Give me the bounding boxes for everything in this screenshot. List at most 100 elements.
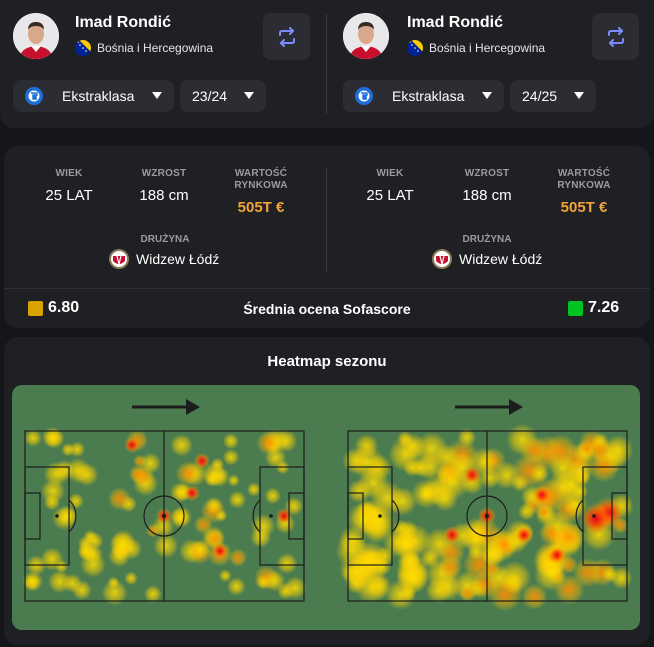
- heat-spot: [80, 551, 106, 578]
- team-name: Widzew Łódź: [136, 251, 220, 267]
- player-name[interactable]: Imad Rondić: [407, 14, 504, 31]
- heat-spot: [529, 463, 550, 484]
- pitch-lines-right: [347, 430, 628, 602]
- heat-spot: [396, 561, 430, 594]
- heat-spot: [22, 570, 44, 592]
- player-avatar[interactable]: [13, 13, 59, 59]
- swap-player-button[interactable]: [263, 13, 310, 60]
- heat-spot: [139, 452, 162, 474]
- heat-spot: [153, 533, 179, 559]
- rating-color-indicator: [568, 301, 583, 316]
- season-dropdown[interactable]: 24/25: [510, 80, 596, 112]
- player-right-panel: Imad Rondić Bośnia i Hercegowina: [327, 0, 654, 128]
- season-dropdown[interactable]: 23/24: [180, 80, 266, 112]
- heat-spot: [101, 579, 128, 606]
- heat-spot: [276, 552, 298, 575]
- league-dropdown[interactable]: Ekstraklasa: [13, 80, 174, 112]
- heat-spot: [210, 457, 225, 472]
- player-name[interactable]: Imad Rondić: [75, 14, 172, 31]
- team-label: DRUŻYNA: [462, 234, 512, 245]
- stat-label-line2: RYNKOWA: [557, 180, 611, 191]
- heat-spot: [256, 430, 281, 456]
- heat-spot: [388, 486, 417, 516]
- caret-down-icon: [482, 92, 492, 99]
- pitch-lines-left: [24, 430, 305, 602]
- player-country: Bośnia i Hercegowina: [75, 40, 213, 56]
- heat-spot: [222, 433, 240, 450]
- stat-value: 505T €: [560, 199, 608, 216]
- heat-spot: [392, 531, 421, 559]
- heat-spot: [566, 458, 593, 486]
- team-link[interactable]: Widzew Łódź: [431, 248, 542, 270]
- heat-spot: [227, 474, 240, 487]
- ekstraklasa-logo: [25, 87, 43, 105]
- rating-value-left: 6.80: [48, 299, 80, 316]
- heat-spot: [458, 584, 476, 602]
- heat-hotspot: [443, 526, 461, 544]
- heatmap-left: [22, 399, 307, 606]
- team-name: Widzew Łódź: [459, 251, 543, 267]
- bosnia-flag-icon: [75, 40, 91, 56]
- stat-value: 25 LAT: [366, 187, 414, 204]
- player-selection-card: Imad Rondić Bośnia i Hercegowina: [0, 0, 654, 128]
- stat-market-value-right: WARTOŚĆ RYNKOWA 505T €: [539, 168, 629, 216]
- heat-spot: [47, 570, 72, 594]
- heat-spot: [170, 433, 193, 457]
- player-avatar[interactable]: [343, 13, 389, 59]
- stat-label-line1: WARTOŚĆ: [557, 168, 611, 179]
- season-heatmap-card: Heatmap sezonu: [4, 337, 650, 645]
- heat-spot: [543, 434, 578, 468]
- stat-age-left: WIEK 25 LAT: [24, 168, 114, 204]
- rating-title: Średnia ocena Sofascore: [243, 301, 411, 317]
- rating-color-indicator: [28, 301, 43, 316]
- heat-spot: [175, 461, 201, 486]
- stat-market-value-left: WARTOŚĆ RYNKOWA 505T €: [216, 168, 306, 216]
- stat-value: 188 cm: [462, 187, 512, 204]
- caret-down-icon: [244, 92, 254, 99]
- heat-spot: [277, 582, 295, 600]
- widzew-crest: [432, 249, 452, 269]
- heatmap-title: Heatmap sezonu: [267, 353, 387, 370]
- heat-spot: [462, 526, 490, 553]
- heat-spot: [169, 505, 193, 529]
- league-label: Ekstraklasa: [62, 88, 135, 104]
- heat-spot: [77, 535, 94, 552]
- stat-label-line2: RYNKOWA: [234, 180, 288, 191]
- heat-spot: [246, 482, 261, 497]
- heat-spot: [553, 521, 584, 553]
- widzew-crest: [109, 249, 129, 269]
- heat-spot: [414, 431, 449, 466]
- heat-spot: [218, 569, 232, 583]
- heat-blobs-right: [335, 423, 634, 612]
- heat-hotspot: [515, 526, 533, 544]
- stat-value: 505T €: [237, 199, 285, 216]
- stat-value: 25 LAT: [45, 187, 93, 204]
- heat-hotspot: [533, 486, 551, 504]
- caret-down-icon: [574, 92, 584, 99]
- heat-spot: [534, 558, 567, 592]
- heat-spot: [143, 585, 162, 604]
- team-link[interactable]: Widzew Łódź: [108, 248, 219, 270]
- swap-player-button[interactable]: [592, 13, 639, 60]
- heat-spot: [108, 487, 132, 511]
- heat-spot: [228, 490, 247, 509]
- league-dropdown[interactable]: Ekstraklasa: [343, 80, 504, 112]
- team-label: DRUŻYNA: [140, 234, 190, 245]
- player-country: Bośnia i Hercegowina: [407, 40, 545, 56]
- stats-divider: [326, 168, 327, 272]
- stat-label: WIEK: [376, 168, 404, 179]
- average-rating-row: 6.80 Średnia ocena Sofascore 7.26: [4, 289, 650, 328]
- heat-spot: [44, 428, 65, 449]
- heat-spot: [107, 576, 120, 589]
- heat-hotspot: [212, 543, 228, 559]
- stat-value: 188 cm: [139, 187, 189, 204]
- heat-spot: [250, 513, 276, 539]
- heat-spot: [434, 464, 470, 500]
- bosnia-flag-icon: [407, 40, 423, 56]
- heat-spot: [482, 544, 506, 568]
- caret-down-icon: [152, 92, 162, 99]
- player-left-panel: Imad Rondić Bośnia i Hercegowina: [0, 0, 327, 128]
- heat-spot: [40, 478, 66, 504]
- heat-spot: [521, 583, 548, 610]
- heat-spot: [69, 441, 86, 458]
